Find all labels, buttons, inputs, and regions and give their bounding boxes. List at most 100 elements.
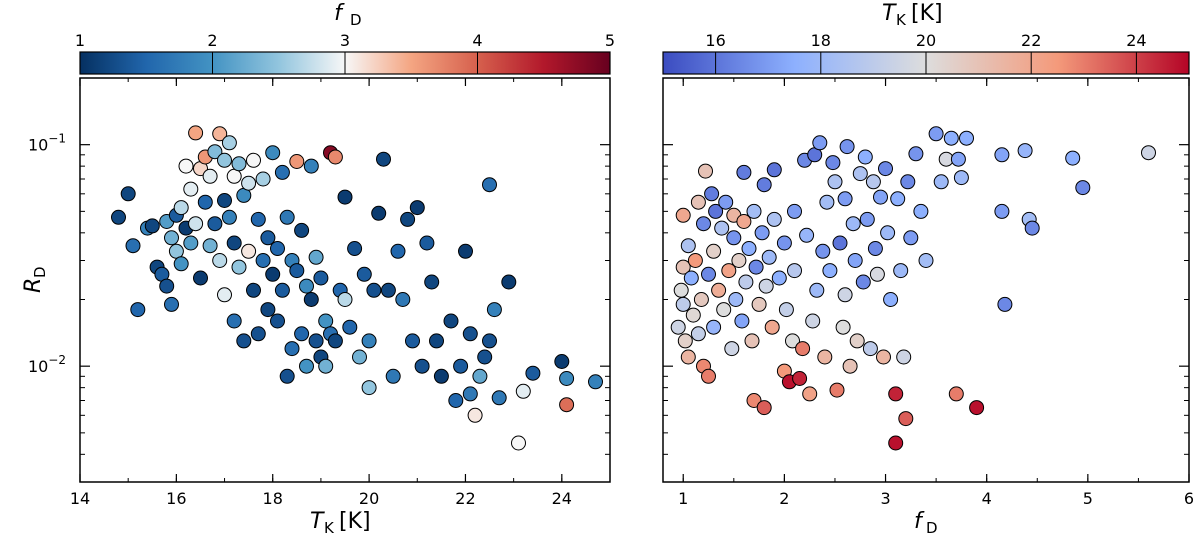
right-data-point bbox=[675, 259, 691, 275]
left-data-point bbox=[303, 292, 319, 307]
right-data-point bbox=[898, 411, 914, 427]
left-data-point bbox=[342, 319, 358, 335]
left-data-point bbox=[554, 354, 570, 369]
right-data-point bbox=[670, 319, 686, 335]
right-x-axis-label-sub: D bbox=[926, 519, 938, 537]
left-data-point bbox=[395, 292, 411, 307]
left-data-point bbox=[308, 249, 324, 265]
left-data-point bbox=[212, 253, 228, 268]
left-data-point bbox=[308, 333, 324, 349]
right-data-point bbox=[913, 203, 929, 219]
left-data-point bbox=[433, 368, 449, 384]
right-data-point bbox=[795, 341, 811, 357]
left-x-tick-label: 16 bbox=[166, 489, 186, 508]
left-colorbar-label-sub: D bbox=[350, 11, 362, 29]
left-data-point bbox=[260, 230, 276, 246]
left-data-point bbox=[453, 358, 469, 374]
left-data-point bbox=[409, 200, 425, 216]
right-data-point bbox=[847, 253, 863, 268]
right-data-point bbox=[825, 155, 841, 171]
right-x-axis-label: f D bbox=[914, 509, 938, 537]
left-data-point bbox=[361, 380, 377, 396]
left-data-point bbox=[226, 235, 242, 251]
right-data-point bbox=[888, 386, 904, 402]
right-data-point bbox=[785, 333, 800, 349]
left-data-point bbox=[361, 333, 377, 349]
left-data-point bbox=[472, 368, 488, 384]
left-data-point bbox=[424, 274, 440, 290]
left-data-point bbox=[236, 333, 252, 349]
left-data-point bbox=[303, 158, 319, 174]
left-points bbox=[111, 125, 603, 451]
left-data-point bbox=[250, 211, 266, 227]
right-data-point bbox=[738, 274, 754, 290]
left-data-point bbox=[477, 349, 493, 365]
right-colorbar-label-italic: T bbox=[882, 1, 897, 26]
right-data-point bbox=[852, 166, 868, 182]
right-colorbar-tick-label: 18 bbox=[811, 31, 831, 50]
right-data-point bbox=[969, 400, 985, 416]
right-x-tick-label: 3 bbox=[880, 489, 890, 508]
left-data-point bbox=[559, 371, 575, 386]
left-data-point bbox=[515, 383, 531, 399]
right-data-point bbox=[994, 147, 1010, 163]
right-colorbar-tick-label: 16 bbox=[705, 31, 725, 50]
right-data-point bbox=[1024, 220, 1040, 236]
right-x-tick-label: 2 bbox=[779, 489, 789, 508]
left-data-point bbox=[265, 145, 281, 161]
right-data-point bbox=[896, 349, 912, 365]
right-colorbar-label-unit: [K] bbox=[911, 1, 943, 26]
right-data-point bbox=[778, 302, 794, 318]
left-data-point bbox=[390, 243, 406, 259]
left-data-point bbox=[347, 241, 363, 256]
y-axis-label-sub: D bbox=[31, 266, 49, 278]
right-data-point bbox=[827, 174, 843, 190]
right-colorbar-tick-label: 24 bbox=[1126, 31, 1146, 50]
left-y-ticks: 10−2 10−1 bbox=[28, 77, 610, 483]
left-data-point bbox=[327, 149, 343, 165]
left-data-point bbox=[183, 235, 199, 251]
right-data-point bbox=[855, 274, 871, 290]
right-data-point bbox=[751, 296, 767, 312]
right-data-point bbox=[950, 151, 966, 167]
right-data-point bbox=[741, 241, 757, 256]
right-x-tick-label: 4 bbox=[982, 489, 992, 508]
right-data-point bbox=[799, 227, 815, 243]
right-data-point bbox=[817, 349, 833, 365]
left-data-point bbox=[173, 200, 189, 216]
right-data-point bbox=[693, 292, 709, 307]
left-data-point bbox=[231, 259, 247, 275]
left-data-point bbox=[299, 278, 314, 294]
right-data-point bbox=[869, 266, 885, 282]
left-data-point bbox=[511, 435, 526, 451]
left-data-point bbox=[173, 256, 189, 272]
left-data-point bbox=[289, 154, 305, 169]
right-colorbar-label: T K [K] bbox=[882, 1, 943, 29]
right-data-point bbox=[959, 130, 974, 146]
right-data-point bbox=[819, 194, 835, 210]
left-data-point bbox=[212, 126, 228, 142]
left-data-point bbox=[491, 390, 507, 406]
right-data-point bbox=[900, 174, 916, 190]
right-data-point bbox=[903, 230, 919, 246]
left-x-tick-label: 18 bbox=[263, 489, 283, 508]
left-data-point bbox=[202, 168, 218, 184]
right-data-point bbox=[876, 349, 891, 365]
left-data-point bbox=[429, 333, 444, 349]
left-data-point bbox=[279, 368, 295, 384]
left-data-point bbox=[159, 278, 175, 294]
right-data-point bbox=[943, 130, 959, 146]
left-data-point bbox=[405, 333, 420, 349]
left-x-axis-label: T K [K] bbox=[310, 509, 371, 537]
right-data-point bbox=[815, 243, 831, 259]
y-axis-label: R D bbox=[21, 266, 49, 293]
right-data-point bbox=[1017, 143, 1033, 159]
right-data-point bbox=[918, 253, 934, 268]
right-data-point bbox=[680, 238, 696, 254]
left-data-point bbox=[231, 156, 247, 172]
right-data-point bbox=[787, 203, 802, 219]
right-data-point bbox=[766, 162, 782, 178]
left-data-point bbox=[226, 168, 242, 184]
left-data-point bbox=[313, 270, 329, 286]
